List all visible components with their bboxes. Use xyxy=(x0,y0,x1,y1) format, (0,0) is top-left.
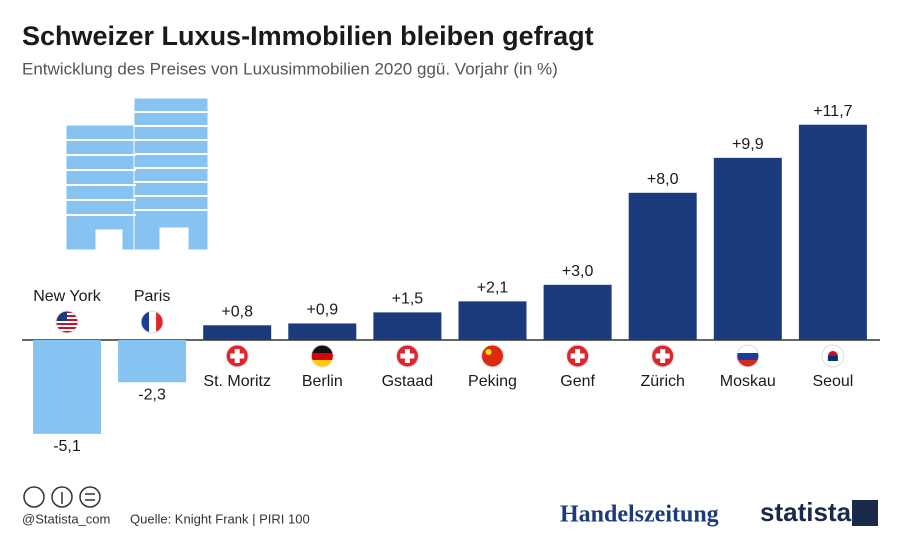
flag-part xyxy=(827,356,838,361)
value-label: -2,3 xyxy=(138,387,166,404)
flag-ring xyxy=(140,310,164,334)
flag-part xyxy=(56,331,78,333)
bar xyxy=(288,323,357,340)
flag-part xyxy=(311,360,334,367)
category-label: St. Moritz xyxy=(203,373,271,390)
partner-logo: Handelszeitung xyxy=(560,502,719,528)
flag-part xyxy=(141,311,150,333)
category-label: Peking xyxy=(468,373,517,390)
flag-icon xyxy=(651,344,675,368)
flag-icon xyxy=(395,344,419,368)
bar xyxy=(713,157,782,340)
flag-ring xyxy=(395,344,419,368)
flag-body xyxy=(226,345,249,367)
value-label: +3,0 xyxy=(562,263,594,280)
flag-body xyxy=(56,311,78,333)
flag-icon xyxy=(821,344,845,368)
bar xyxy=(118,340,187,383)
flag-part xyxy=(736,353,759,360)
bar xyxy=(543,284,612,340)
flag-ring xyxy=(821,344,845,368)
bar xyxy=(33,340,101,434)
category-label: Moskau xyxy=(720,373,776,390)
category-label: Seoul xyxy=(812,373,853,390)
chart-title: Schweizer Luxus-Immobilien bleiben gefra… xyxy=(22,21,594,51)
flag-body xyxy=(311,345,334,367)
category-label: Genf xyxy=(560,373,595,390)
flag-part xyxy=(311,345,334,353)
flag-ring xyxy=(310,344,334,368)
flag-body xyxy=(651,345,674,367)
flag-part xyxy=(56,311,67,321)
license-icons xyxy=(23,486,101,508)
flag-body xyxy=(566,345,589,367)
flag-ring xyxy=(736,344,760,368)
category-label: Zürich xyxy=(640,373,684,390)
flag-body xyxy=(736,345,759,367)
category-label: Berlin xyxy=(302,373,343,390)
value-label: +9,9 xyxy=(732,136,764,153)
bar xyxy=(373,312,442,340)
flag-ring xyxy=(566,344,590,368)
flag-body xyxy=(481,345,504,367)
flag-body xyxy=(396,345,419,367)
flag-part xyxy=(149,311,157,333)
flag-ring xyxy=(481,344,504,368)
flag-body xyxy=(141,311,164,333)
bar xyxy=(628,192,697,340)
flag-icon xyxy=(736,344,760,368)
value-label: +11,7 xyxy=(813,103,852,120)
source: Quelle: Knight Frank | PIRI 100 xyxy=(130,511,310,526)
flag-star xyxy=(485,349,492,355)
flag-icon xyxy=(566,344,590,368)
flag-icon xyxy=(225,344,249,368)
flag-part xyxy=(56,327,78,329)
flag-ring xyxy=(651,344,675,368)
flag-icon xyxy=(481,344,504,368)
value-label: +0,8 xyxy=(221,303,253,320)
flag-icon xyxy=(55,310,79,334)
bar xyxy=(798,124,867,340)
flag-icon xyxy=(140,310,164,334)
value-label: +1,5 xyxy=(392,291,424,308)
flag-part xyxy=(311,353,334,360)
building-illustration xyxy=(65,97,209,251)
value-label: -5,1 xyxy=(53,438,81,455)
flag-part xyxy=(156,311,164,333)
handle: @Statista_com xyxy=(22,511,110,526)
flag-part xyxy=(570,353,585,359)
flag-icon xyxy=(310,344,334,368)
chart-subtitle: Entwicklung des Preises von Luxusimmobil… xyxy=(22,59,558,78)
flag-part xyxy=(56,323,78,325)
flag-body xyxy=(821,345,844,367)
category-label: New York xyxy=(33,288,102,305)
flag-ring xyxy=(55,310,79,334)
flag-part xyxy=(400,353,415,359)
flag-part xyxy=(736,345,759,353)
value-label: +2,1 xyxy=(477,280,509,297)
flag-ring xyxy=(225,344,249,368)
brand-icon xyxy=(852,500,878,526)
category-label: Gstaad xyxy=(382,373,434,390)
category-label: Paris xyxy=(134,288,170,305)
value-label: +0,9 xyxy=(307,302,339,319)
value-label: +8,0 xyxy=(647,171,679,188)
brand-logo: statista xyxy=(760,497,852,527)
flag-part xyxy=(655,353,670,359)
bar xyxy=(458,301,527,340)
flag-part xyxy=(230,353,245,359)
flag-part xyxy=(736,360,759,367)
bar xyxy=(203,325,272,340)
